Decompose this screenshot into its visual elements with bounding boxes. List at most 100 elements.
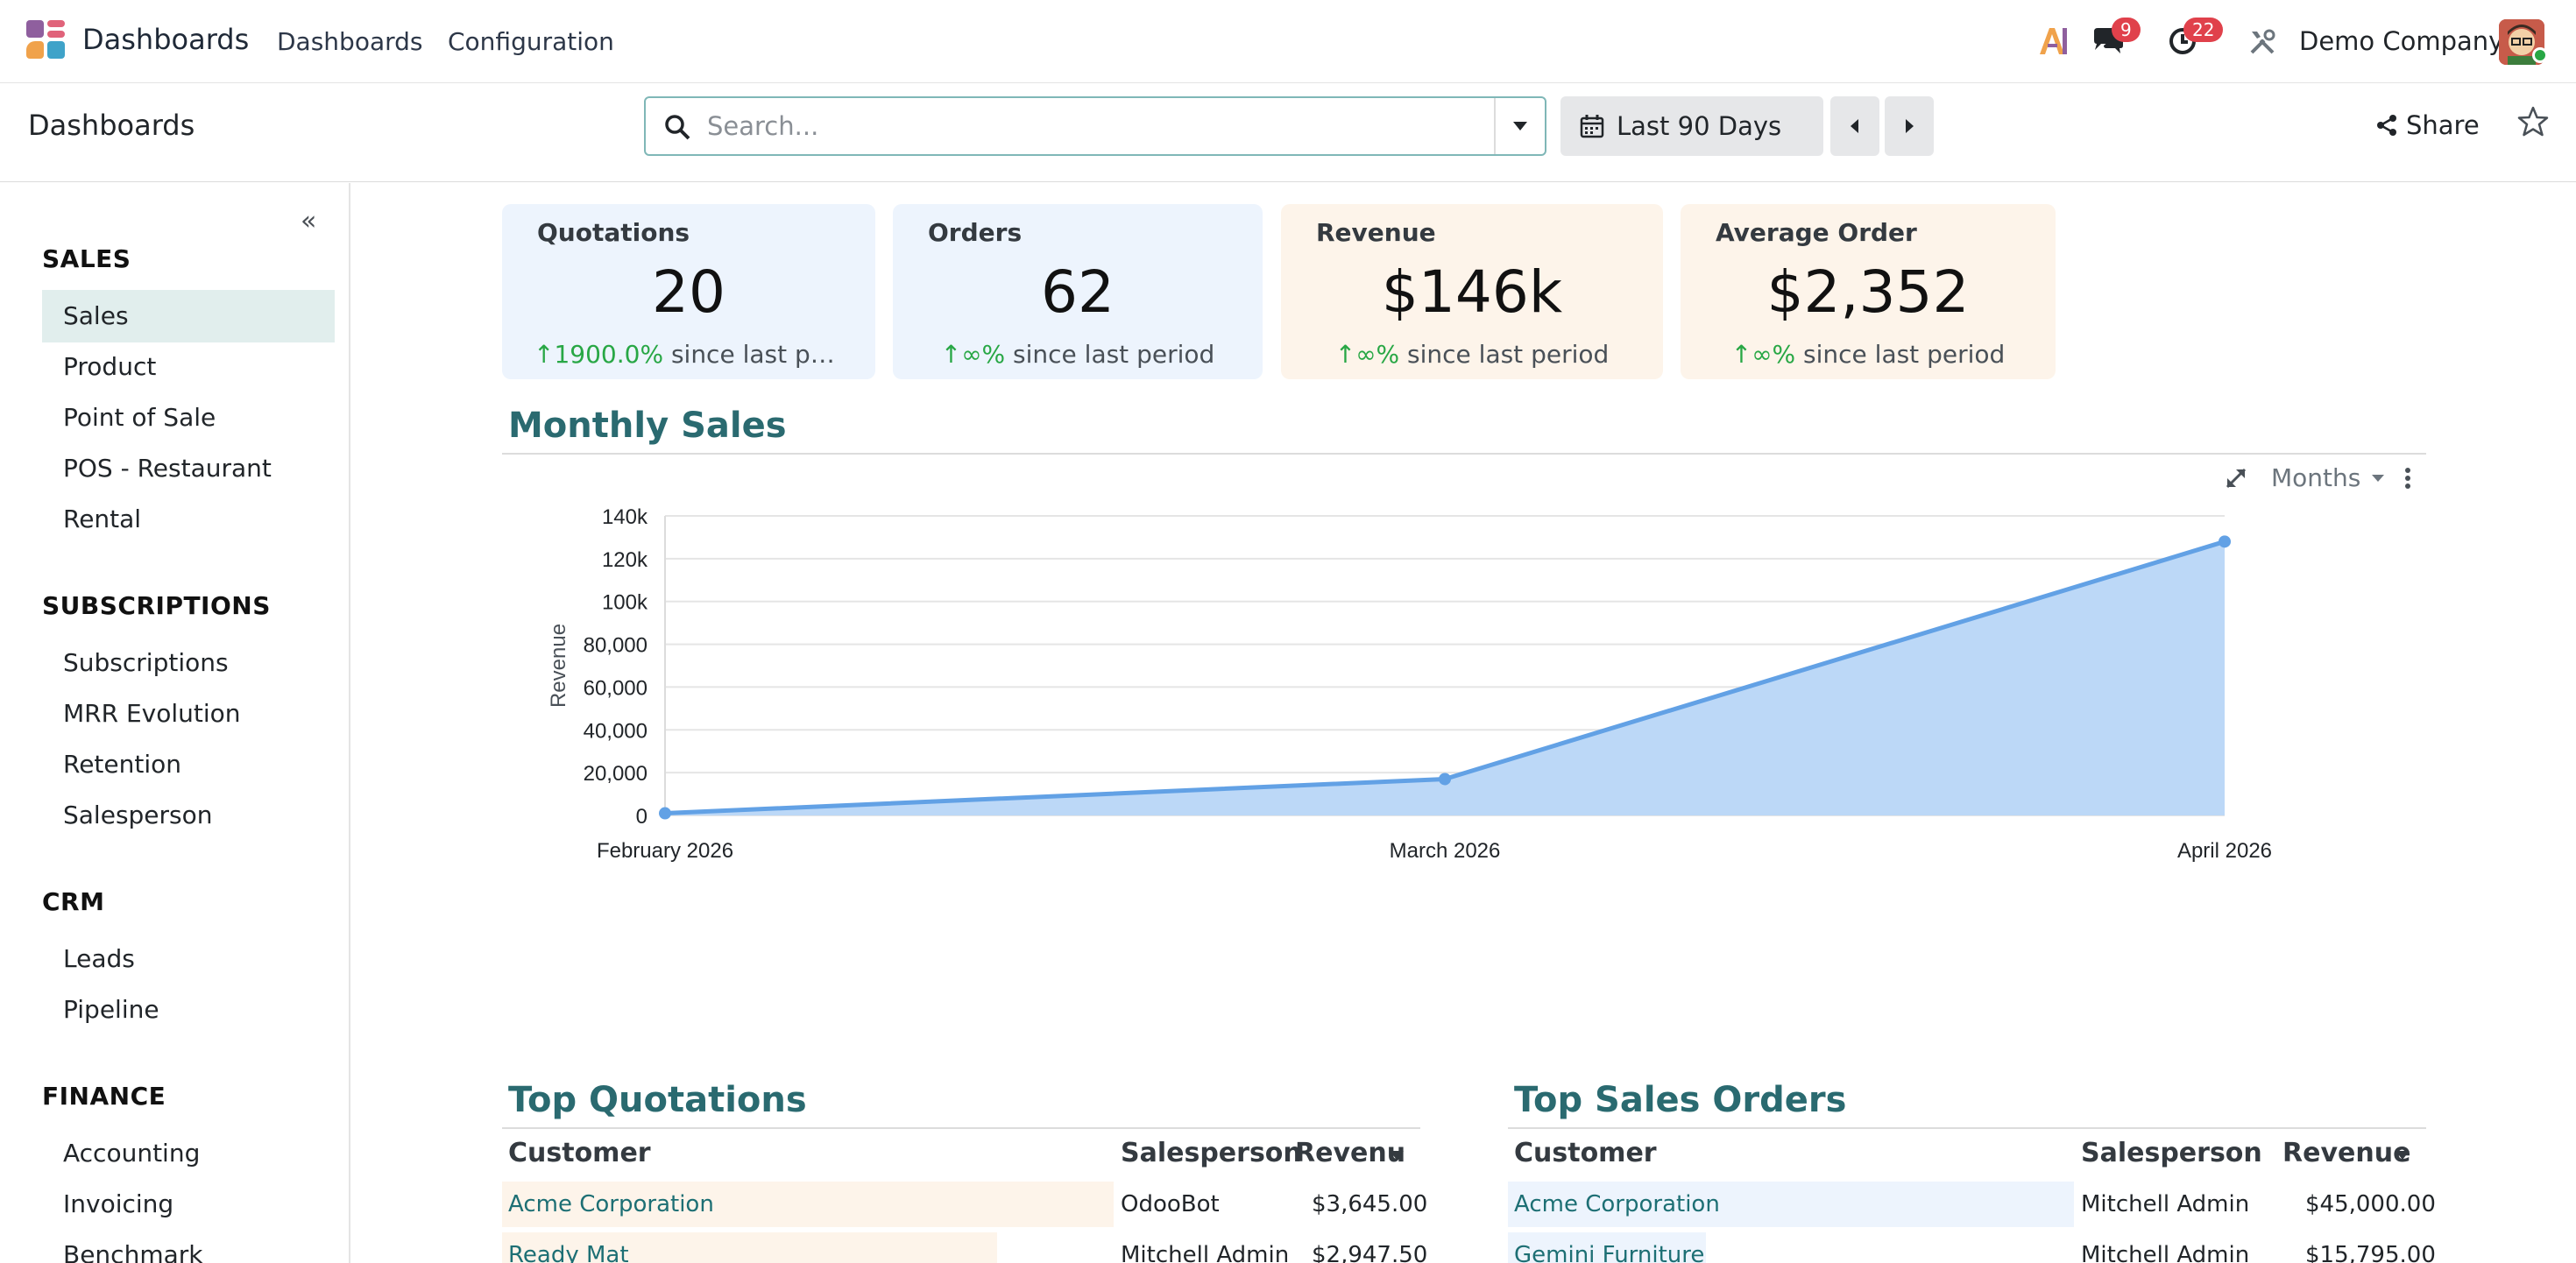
customer-link[interactable]: Ready Mat <box>508 1242 629 1263</box>
monthly-sales-title: Monthly Sales <box>508 406 787 446</box>
sidebar-item-leads[interactable]: Leads <box>63 944 135 973</box>
column-header-revenue[interactable]: Revenue <box>2282 1138 2411 1168</box>
sort-desc-icon[interactable] <box>2395 1150 2410 1161</box>
sidebar-item-pos-restaurant[interactable]: POS - Restaurant <box>63 454 272 483</box>
kpi-card-orders[interactable]: Orders 62 ↑∞% since last period <box>893 204 1263 379</box>
top-navbar: Dashboards Dashboards Configuration 9 22 <box>0 0 2576 83</box>
granularity-selector[interactable]: Months <box>2271 463 2361 492</box>
period-selector-button[interactable]: Last 90 Days <box>1560 96 1823 156</box>
column-header-revenue[interactable]: Revenu <box>1295 1138 1406 1168</box>
revenue-share-bar <box>502 1232 997 1263</box>
monthly-sales-chart[interactable]: 0 20,000 40,000 60,000 80,000 100k 120k 140k Rev… <box>502 490 2430 875</box>
y-tick-label: 80,000 <box>584 634 648 658</box>
sidebar-item-product[interactable]: Product <box>63 352 157 381</box>
kpi-value: $146k <box>1381 258 1563 326</box>
x-tick-label: April 2026 <box>2177 839 2272 863</box>
kpi-delta-suffix: since last per… <box>663 340 860 369</box>
next-period-button[interactable] <box>1885 96 1934 156</box>
sidebar-item-subscriptions[interactable]: Subscriptions <box>63 648 229 677</box>
section-divider <box>1508 1127 2426 1129</box>
menu-dashboards[interactable]: Dashboards <box>277 27 423 56</box>
ai-icon[interactable] <box>2038 26 2070 60</box>
section-sales: SALES <box>42 244 131 273</box>
user-avatar[interactable] <box>2499 19 2544 65</box>
previous-period-button[interactable] <box>1830 96 1879 156</box>
expand-icon[interactable] <box>2224 466 2248 490</box>
sidebar-item-salesperson[interactable]: Salesperson <box>63 801 213 829</box>
collapse-sidebar-icon[interactable]: « <box>301 206 317 236</box>
kpi-value: 62 <box>1041 258 1115 326</box>
sidebar-item-retention[interactable]: Retention <box>63 750 182 779</box>
arrow-up-icon: ↑ <box>534 340 555 369</box>
share-label: Share <box>2406 110 2480 140</box>
y-tick-label: 60,000 <box>584 676 648 700</box>
kpi-value: 20 <box>652 258 725 326</box>
app-title[interactable]: Dashboards <box>82 23 250 56</box>
column-header-salesperson[interactable]: Salesperson <box>1121 1138 1302 1168</box>
caret-down-icon <box>2372 474 2385 482</box>
sidebar-item-sales[interactable]: Sales <box>42 290 335 342</box>
arrow-up-icon: ↑ <box>1334 340 1356 369</box>
more-options-icon[interactable] <box>2404 466 2411 490</box>
kpi-delta-suffix: since last period <box>1399 340 1610 369</box>
sort-desc-icon[interactable] <box>1389 1150 1405 1161</box>
column-header-customer[interactable]: Customer <box>1514 1138 1657 1168</box>
customer-link[interactable]: Gemini Furniture <box>1514 1242 1705 1263</box>
column-header-customer[interactable]: Customer <box>508 1138 651 1168</box>
kpi-delta-value: ∞% <box>961 340 1006 369</box>
kpi-delta: ↑∞% since last period <box>893 340 1263 369</box>
sidebar-item-point-of-sale[interactable]: Point of Sale <box>63 403 216 432</box>
activities-badge: 22 <box>2183 18 2224 42</box>
company-switcher[interactable]: Demo Company <box>2299 26 2504 56</box>
arrow-up-icon: ↑ <box>940 340 962 369</box>
sidebar-item-benchmark[interactable]: Benchmark <box>63 1240 203 1263</box>
kpi-delta-value: 1900.0% <box>554 340 664 369</box>
sidebar-item-mrr-evolution[interactable]: MRR Evolution <box>63 699 241 728</box>
arrow-up-icon: ↑ <box>1730 340 1752 369</box>
search-icon <box>663 113 691 145</box>
search-options-toggle[interactable] <box>1494 98 1545 154</box>
customer-link[interactable]: Acme Corporation <box>1514 1191 1720 1217</box>
kpi-delta: ↑∞% since last period <box>1281 340 1663 369</box>
search-input[interactable] <box>707 105 1250 147</box>
kpi-delta: ↑∞% since last period <box>1681 340 2056 369</box>
share-icon <box>2377 115 2396 136</box>
sidebar-item-invoicing[interactable]: Invoicing <box>63 1189 174 1218</box>
sidebar-item-accounting[interactable]: Accounting <box>63 1139 201 1168</box>
dashboard-main: Quotations 20 ↑1900.0% since last per… O… <box>351 183 2576 1263</box>
favorite-star-icon[interactable] <box>2516 105 2550 142</box>
sidebar-item-pipeline[interactable]: Pipeline <box>63 995 159 1024</box>
kpi-card-revenue[interactable]: Revenue $146k ↑∞% since last period <box>1281 204 1663 379</box>
customer-link[interactable]: Acme Corporation <box>508 1191 714 1217</box>
kpi-title: Quotations <box>537 218 690 247</box>
kpi-card-quotations[interactable]: Quotations 20 ↑1900.0% since last per… <box>502 204 875 379</box>
sidebar-item-rental[interactable]: Rental <box>63 504 142 533</box>
column-header-salesperson[interactable]: Salesperson <box>2081 1138 2262 1168</box>
tools-icon[interactable] <box>2248 28 2276 60</box>
caret-right-icon <box>1906 119 1914 133</box>
salesperson-cell: Mitchell Admin <box>2081 1242 2250 1263</box>
menu-configuration[interactable]: Configuration <box>448 27 614 56</box>
kpi-delta-suffix: since last period <box>1795 340 2006 369</box>
x-tick-label: March 2026 <box>1390 839 1501 863</box>
revenue-share-bar <box>1508 1182 2074 1227</box>
control-panel: Dashboards Last 90 Days <box>0 84 2576 182</box>
messages-badge: 9 <box>2112 18 2141 42</box>
caret-left-icon <box>1851 119 1858 133</box>
revenue-cell: $45,000.00 <box>2305 1191 2436 1217</box>
period-label: Last 90 Days <box>1617 111 1782 141</box>
y-tick-label: 100k <box>602 591 648 615</box>
kpi-card-average-order[interactable]: Average Order $2,352 ↑∞% since last peri… <box>1681 204 2056 379</box>
series-area <box>665 541 2225 815</box>
section-divider <box>502 1127 1420 1129</box>
data-point <box>659 807 671 820</box>
apps-menu-icon[interactable] <box>26 20 65 60</box>
revenue-cell: $3,645.00 <box>1312 1191 1428 1217</box>
kpi-title: Revenue <box>1316 218 1436 247</box>
revenue-share-bar <box>502 1182 1114 1227</box>
share-button[interactable]: Share <box>2376 110 2480 140</box>
salesperson-cell: Mitchell Admin <box>2081 1191 2250 1217</box>
breadcrumb: Dashboards <box>28 109 195 142</box>
revenue-share-bar <box>1508 1232 1706 1263</box>
y-tick-label: 0 <box>636 805 648 829</box>
